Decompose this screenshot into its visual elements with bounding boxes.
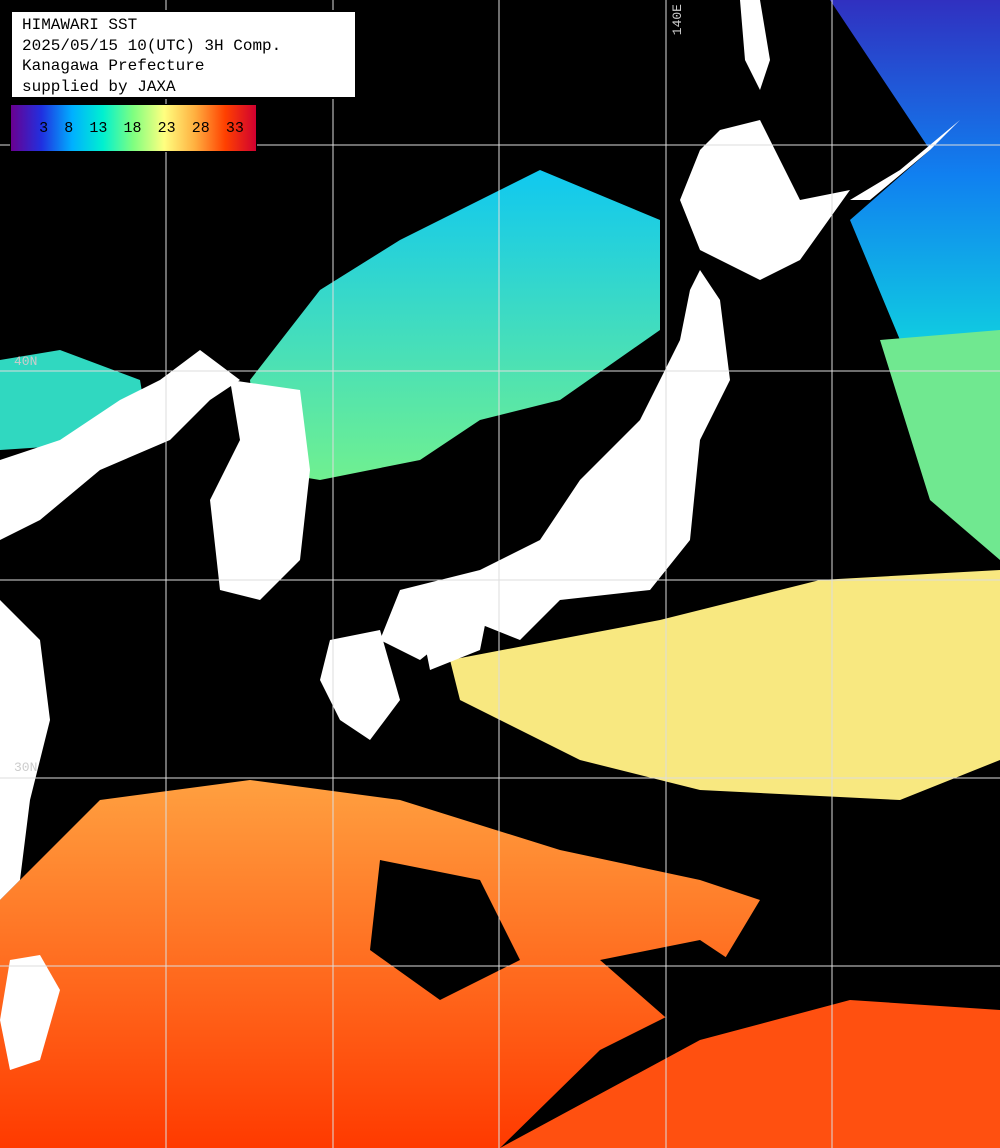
okhotsk-pacific	[830, 0, 1000, 350]
color-label: 3	[39, 119, 49, 137]
color-label: 28	[191, 119, 210, 137]
info-box: HIMAWARI SST 2025/05/15 10(UTC) 3H Comp.…	[10, 10, 357, 99]
southeast-sea	[500, 1000, 1000, 1148]
color-label: 23	[157, 119, 176, 137]
sea-of-japan	[250, 170, 660, 480]
lat-label: 30N	[14, 760, 38, 775]
kuroshio-band	[450, 570, 1000, 800]
color-label: 33	[225, 119, 244, 137]
color-bar: 3 8 13 18 23 28 33	[10, 104, 257, 152]
region: Kanagawa Prefecture	[22, 57, 205, 75]
lon-label: 140E	[670, 4, 685, 36]
south-sea	[0, 780, 760, 1148]
east-pacific	[880, 330, 1000, 560]
timestamp: 2025/05/15 10(UTC) 3H Comp.	[22, 36, 282, 55]
credit: supplied by JAXA	[22, 77, 176, 96]
color-label: 8	[64, 119, 74, 137]
cloud-mask	[370, 800, 1000, 1030]
lat-label: 40N	[14, 354, 38, 369]
land	[0, 0, 960, 1070]
title: HIMAWARI SST	[22, 16, 138, 34]
color-label: 13	[89, 119, 108, 137]
color-label: 18	[123, 119, 142, 137]
